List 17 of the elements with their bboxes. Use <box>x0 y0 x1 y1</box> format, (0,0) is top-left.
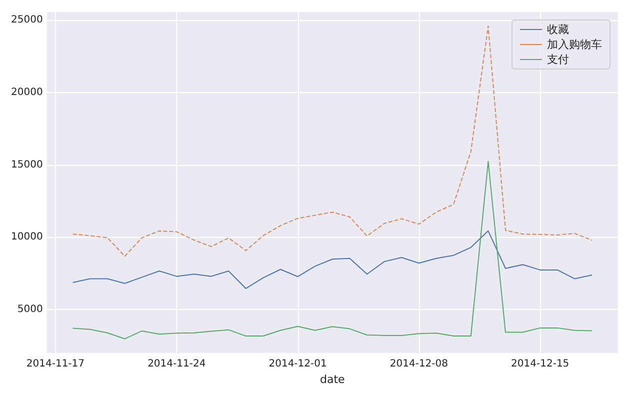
legend-label: 支付 <box>547 53 569 66</box>
x-tick-label: 2014-11-24 <box>148 358 206 370</box>
line-series <box>72 230 593 289</box>
legend-label: 收藏 <box>547 23 569 36</box>
y-tick-label: 5000 <box>17 304 43 315</box>
x-axis-title: date <box>320 373 346 386</box>
x-tick-label: 2014-12-15 <box>511 358 570 370</box>
legend-label: 加入购物车 <box>547 38 602 51</box>
x-tick-label: 2014-11-17 <box>26 358 85 370</box>
line-series <box>72 26 593 257</box>
line-series <box>72 160 593 340</box>
y-tick-label: 15000 <box>11 159 43 170</box>
x-tick-label: 2014-12-08 <box>390 358 448 370</box>
y-tick-label: 20000 <box>11 87 43 98</box>
y-tick-label: 10000 <box>11 232 43 243</box>
y-tick-label: 25000 <box>11 14 43 26</box>
x-tick-label: 2014-12-01 <box>268 358 327 370</box>
